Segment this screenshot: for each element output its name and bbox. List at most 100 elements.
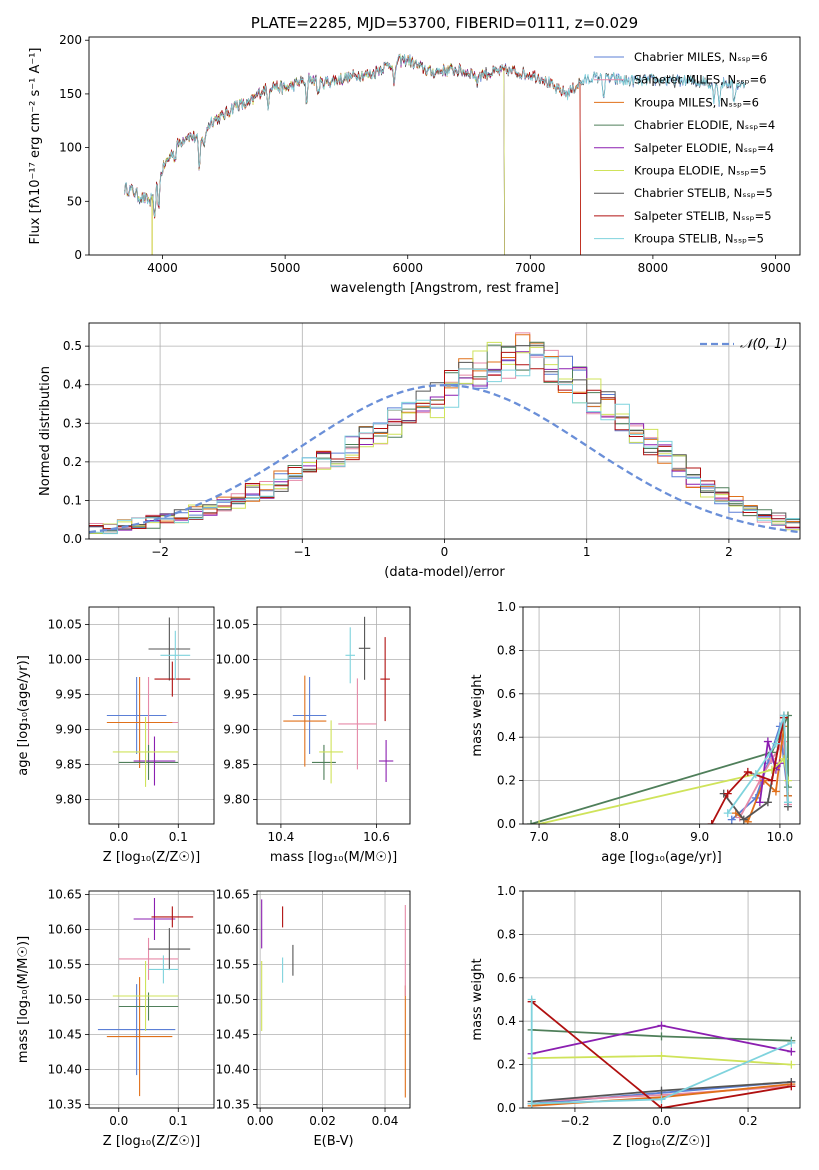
weight-marker [723,789,732,798]
spectrum-line-salpeter-miles [124,53,581,255]
weight-marker [657,1032,666,1041]
x-tick-label: 0.04 [372,1114,399,1128]
weight-marker [787,1082,796,1091]
x-tick-label: 10.6 [363,830,390,844]
x-axis-label: age [log₁₀(age/yr)] [601,850,722,865]
x-axis-label: wavelength [Angstrom, rest frame] [330,281,559,296]
weight-marker [657,1051,666,1060]
y-tick-label: 0.2 [63,455,82,469]
y-tick-label: 150 [59,87,82,101]
x-axis-label: Z [log₁₀(Z/Z☉)] [103,850,200,865]
errorbar-kroupa-elodie [112,716,179,787]
legend-label: Kroupa MILES, Nₛₛₚ=6 [634,95,759,109]
weight-marker [727,815,736,824]
y-tick-label: 0.4 [63,378,82,392]
weight-marker [787,1038,796,1047]
plot-area [106,617,191,787]
x-tick-label: 10.4 [268,830,295,844]
weight-marker [527,1099,536,1108]
weight-marker [771,739,780,748]
y-tick-label: 9.90 [55,723,82,737]
grid [523,890,800,1109]
x-tick-label: 10.0 [767,830,794,844]
chart-title: PLATE=2285, MJD=53700, FIBERID=0111, z=0… [251,14,638,32]
y-tick-label: 10.55 [48,958,82,972]
y-tick-label: 100 [59,141,82,155]
axes-frame [256,606,411,825]
errorbar-salpeter-stelib [151,906,194,928]
legend-label: Salpeter ELODIE, Nₛₛₚ=4 [634,141,774,155]
y-tick-label: 0 [74,248,82,262]
y-tick-label: 0.4 [497,730,516,744]
y-tick-label: 9.95 [55,688,82,702]
y-tick-label: 10.40 [48,1063,82,1077]
x-tick-label: 7000 [515,261,546,275]
y-tick-label: 9.95 [223,688,250,702]
y-tick-label: 0.2 [497,1058,516,1072]
x-tick-label: 0.0 [109,830,128,844]
weight-marker [771,787,780,796]
x-tick-label: 0.02 [309,1114,336,1128]
legend-label: Kroupa STELIB, Nₛₛₚ=5 [634,232,764,246]
weight-marker [763,798,772,807]
errorbar-kroupa-miles [106,677,173,768]
weight-marker [707,820,716,824]
errorbar-chabrier-stelib [148,928,191,971]
y-tick-label: 10.00 [48,653,82,667]
y-tick-label: 10.60 [48,923,82,937]
y-tick-label: 0.2 [497,774,516,788]
weight-line-salpeter-stelib [531,1001,792,1108]
plot-area [527,711,792,824]
errorbar-chabrier-miles [106,677,167,754]
x-tick-label: 0.00 [247,1114,274,1128]
weight-marker [755,798,764,807]
x-tick-label: 9.0 [690,830,709,844]
y-axis-label: mass [log₁₀(M/M☉)] [16,936,31,1063]
weight-marker [779,711,788,720]
y-tick-label: 0.1 [63,493,82,507]
x-tick-label: 0.1 [169,1114,188,1128]
axes-age-vs-mass: 10.4 10.6 9.80 9.85 9.90 9.95 10.00 10.05 mass [… [216,606,411,865]
x-tick-label: 0.0 [652,1114,671,1128]
y-tick-label: 10.35 [48,1098,82,1112]
legend-label: Chabrier STELIB, Nₛₛₚ=5 [634,186,773,200]
errorbar-chabrier-stelib [358,616,371,680]
x-tick-label: 0 [441,545,449,559]
x-axis-label: mass [log₁₀(M/M☉)] [270,850,397,865]
x-tick-label: 2 [725,545,733,559]
weight-marker [739,815,748,824]
weight-marker [787,1060,796,1069]
axes-frame [522,890,801,1109]
y-tick-label: 0.0 [497,1101,516,1115]
x-tick-label: 7.0 [530,830,549,844]
weight-marker [763,737,772,746]
weight-marker [723,809,732,818]
y-tick-label: 9.90 [223,723,250,737]
x-tick-label: 1 [583,545,591,559]
legend-label: Salpeter MILES, Nₛₛₚ=6 [634,73,767,87]
y-axis-label: Normed distribution [38,366,53,496]
plot-area [527,995,796,1108]
errorbar-chabrier-elodie [118,992,179,1021]
errorbar-salpeter-elodie [378,740,394,782]
axes-mass-vs-ebv: 0.00 0.02 0.04 10.35 10.40 10.45 10.50 10.55 10.… [216,888,411,1149]
weight-marker [783,798,792,807]
axes-mass-vs-Z: 0.0 0.1 10.35 10.40 10.45 10.50 10.55 10.60 10.6… [16,888,215,1149]
y-tick-label: 10.05 [48,618,82,632]
y-tick-label: 0.0 [497,817,516,831]
x-axis-label: E(B-V) [313,1134,353,1149]
y-tick-label: 10.65 [48,888,82,902]
weight-marker [527,995,536,1004]
axes-frame [522,606,801,825]
errorbar-kroupa-elodie [112,961,179,1031]
y-tick-label: 0.4 [497,1014,516,1028]
x-tick-label: 6000 [392,261,423,275]
y-tick-label: 0.6 [497,687,516,701]
errorbar-kroupa-elodie [319,720,344,784]
x-tick-label: 5000 [270,261,301,275]
errorbar-chabrier-miles [97,984,176,1076]
x-axis-label: (data-model)/error [384,565,505,580]
y-axis-label: Flux [fλ10⁻¹⁷ erg cm⁻² s⁻¹ A⁻¹] [28,48,43,245]
axes-frame [88,890,215,1109]
